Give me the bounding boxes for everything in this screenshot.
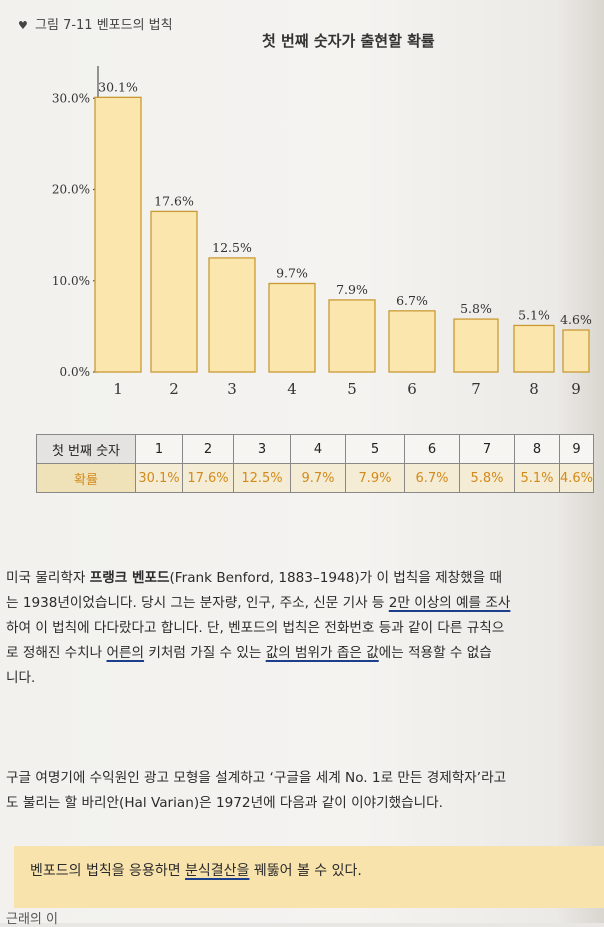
bold-name: 프랭크 벤포드 [89, 570, 170, 586]
pen-underline: 어른의 [106, 645, 145, 661]
x-tick-label: 9 [571, 380, 581, 398]
data-label: 6.7% [396, 293, 428, 308]
bar [513, 324, 555, 373]
quote-box [14, 846, 604, 908]
bar-chart: 0.0% 10.0% 20.0% 30.0% 30.1% 1 17.6% 2 12.5% 3 9.7… [52, 66, 592, 398]
figure-caption: ♥ 그림 7-11 벤포드의 법칙 [18, 14, 173, 33]
table-row-probability: 확률 30.1% 17.6% 12.5% 9.7% 7.9% 6.7% 5.8%… [36, 463, 595, 493]
table-cell: 1 [135, 434, 183, 464]
table-cell: 4 [290, 434, 346, 464]
text-span: 벤포드의 법칙을 응용하면 [30, 863, 186, 879]
x-tick-label: 8 [529, 380, 539, 398]
table-head-probability: 확률 [36, 463, 136, 493]
pen-underline: 값의 범위가 좁은 값 [265, 645, 379, 661]
text-span: 는 1938년이었습니다. 당시 그는 분자량, 인구, 주소, 신문 기사 등 [6, 595, 389, 611]
text-line: 는 1938년이었습니다. 당시 그는 분자량, 인구, 주소, 신문 기사 등… [6, 591, 600, 616]
x-tick-label: 4 [287, 380, 297, 398]
table-head-digit: 첫 번째 숫자 [36, 434, 136, 464]
y-tick-label: 10.0% [52, 274, 90, 288]
probability-table: 첫 번째 숫자 1 2 3 4 5 6 7 8 9 확률 30.1% 17.6%… [36, 434, 595, 493]
table-cell: 8 [514, 434, 560, 464]
data-label: 30.1% [98, 79, 138, 94]
table-cell: 9 [558, 434, 595, 464]
table-cell: 2 [182, 434, 234, 464]
table-cell: 3 [233, 434, 291, 464]
table-cell: 7 [459, 434, 515, 464]
text-span: 미국 물리학자 [6, 570, 90, 586]
x-tick-label: 7 [471, 380, 481, 398]
table-cell: 4.6% [558, 463, 595, 493]
table-row-digit: 첫 번째 숫자 1 2 3 4 5 6 7 8 9 [36, 434, 595, 464]
quote-text: 벤포드의 법칙을 응용하면 분식결산을 꿰뚫어 볼 수 있다. [30, 860, 362, 880]
pen-underline: 2만 이상의 예를 조사 [388, 595, 511, 611]
x-tick-label: 5 [347, 380, 357, 398]
data-label: 12.5% [212, 240, 252, 255]
paragraph-varian: 구글 여명기에 수익원인 광고 모형을 설계하고 ‘구글을 세계 No. 1로 … [6, 766, 600, 816]
heart-icon: ♥ [18, 19, 28, 32]
y-tick-label: 30.0% [52, 91, 90, 105]
data-label: 5.8% [460, 301, 492, 316]
table-cell: 9.7% [290, 463, 346, 493]
text-line: 미국 물리학자 프랭크 벤포드(Frank Benford, 1883–1948… [6, 566, 600, 591]
x-tick-label: 3 [227, 380, 237, 398]
data-label: 5.1% [518, 307, 550, 322]
bar [453, 318, 499, 373]
paragraph-benford: 미국 물리학자 프랭크 벤포드(Frank Benford, 1883–1948… [6, 566, 600, 691]
text-span: 키처럼 가질 수 있는 [144, 645, 266, 661]
data-label: 9.7% [276, 265, 308, 280]
text-span: (Frank Benford, 1883–1948)가 이 법칙을 제창했을 때 [169, 570, 502, 586]
table-cell: 6.7% [404, 463, 460, 493]
bar [268, 282, 316, 373]
text-line: 로 정해진 수치나 어른의 키처럼 가질 수 있는 값의 범위가 좁은 값에는 … [6, 641, 600, 666]
bar [208, 257, 256, 373]
text-line: 도 불리는 할 바리안(Hal Varian)은 1972년에 다음과 같이 이… [6, 795, 443, 811]
y-tick-label: 20.0% [52, 183, 90, 197]
text-span: 에는 적용할 수 없습 [378, 645, 492, 661]
table-cell: 17.6% [182, 463, 234, 493]
table-cell: 30.1% [135, 463, 183, 493]
table-cell: 5 [345, 434, 405, 464]
data-label: 7.9% [336, 282, 368, 297]
table-cell: 12.5% [233, 463, 291, 493]
x-tick-label: 2 [169, 380, 179, 398]
next-paragraph-cut: 근래의 이 [6, 912, 58, 927]
data-label: 4.6% [560, 312, 592, 327]
table-cell: 7.9% [345, 463, 405, 493]
bar [94, 96, 142, 373]
text-line: 구글 여명기에 수익원인 광고 모형을 설계하고 ‘구글을 세계 No. 1로 … [6, 770, 507, 786]
text-line: 하여 이 법칙에 다다랐다고 합니다. 단, 벤포드의 법칙은 전화번호 등과 … [6, 620, 505, 636]
bar [150, 210, 198, 373]
bar [388, 310, 436, 373]
x-tick-label: 6 [407, 380, 417, 398]
figure-caption-text: 그림 7-11 벤포드의 법칙 [35, 18, 173, 33]
data-label: 17.6% [154, 193, 194, 208]
bar [328, 299, 376, 373]
y-tick-label: 0.0% [60, 365, 91, 379]
pen-underline: 분식결산을 [185, 863, 250, 879]
chart-title: 첫 번째 숫자가 출현할 확률 [262, 32, 435, 50]
text-span: 로 정해진 수치나 [6, 645, 107, 661]
x-tick-label: 1 [113, 380, 123, 398]
bar [562, 329, 590, 373]
text-line: 니다. [6, 670, 36, 686]
table-cell: 5.8% [459, 463, 515, 493]
table-cell: 5.1% [514, 463, 560, 493]
text-span: 꿰뚫어 볼 수 있다. [249, 863, 362, 879]
table-cell: 6 [404, 434, 460, 464]
